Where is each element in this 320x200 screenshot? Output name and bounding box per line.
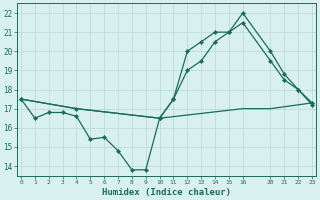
- X-axis label: Humidex (Indice chaleur): Humidex (Indice chaleur): [102, 188, 231, 197]
